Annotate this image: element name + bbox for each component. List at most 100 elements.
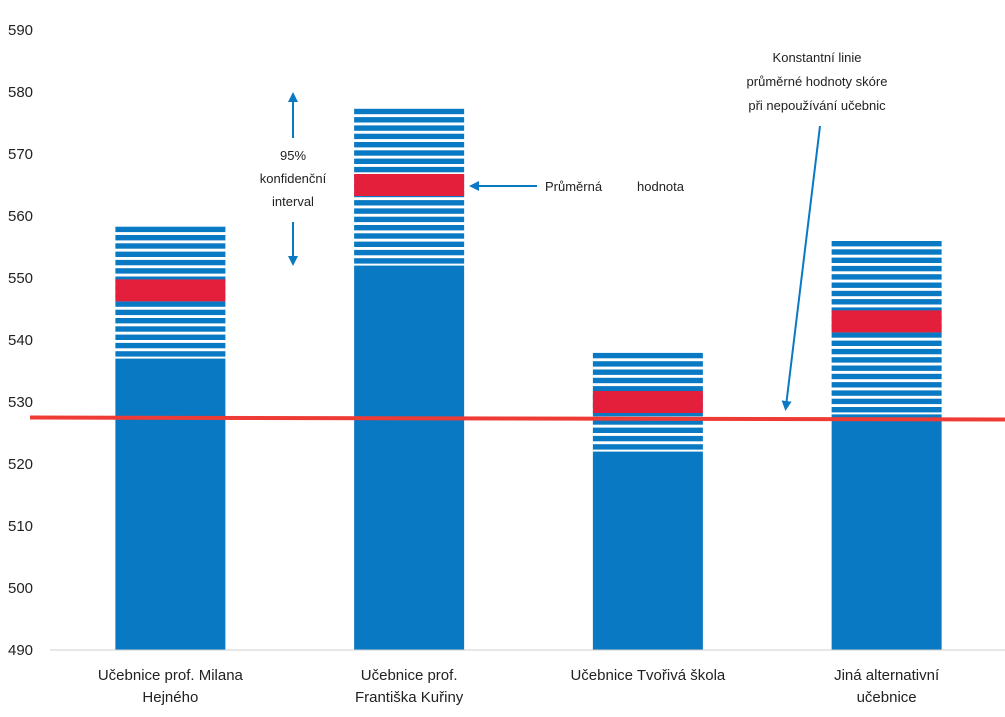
ci-stripe xyxy=(115,276,226,282)
ci-stripe xyxy=(354,125,465,131)
ci-stripe xyxy=(115,334,226,340)
ci-stripe xyxy=(831,257,942,263)
category-label: Františka Kuřiny xyxy=(355,689,464,706)
bar xyxy=(115,358,226,650)
bars-group xyxy=(115,108,942,650)
ci-stripe xyxy=(354,117,465,123)
ci-stripe xyxy=(592,427,703,433)
ci-stripe xyxy=(831,365,942,371)
ci-stripe xyxy=(831,274,942,280)
reference-label: Konstantní linie xyxy=(773,50,862,65)
ci-stripe xyxy=(115,301,226,307)
mean-band xyxy=(592,391,703,413)
ci-stripe xyxy=(831,299,942,305)
ci-stripe xyxy=(354,225,465,231)
y-tick-label: 560 xyxy=(8,208,33,225)
ci-stripe xyxy=(115,259,226,266)
category-label: Učebnice Tvořivá škola xyxy=(570,667,725,684)
ci-stripe xyxy=(115,243,226,249)
y-axis: 490 500 510 520 530 540 550 560 570 580 590 xyxy=(8,22,33,659)
reference-line-group xyxy=(29,415,1005,422)
ci-stripe xyxy=(354,249,465,256)
y-tick-label: 500 xyxy=(8,580,33,597)
bar xyxy=(354,265,465,650)
mean-band xyxy=(831,310,942,333)
ci-stripe xyxy=(592,435,703,442)
ci-stripe xyxy=(831,357,942,363)
ci-stripe xyxy=(831,332,942,338)
y-tick-label: 540 xyxy=(8,332,33,349)
bar xyxy=(592,451,703,650)
ci-stripe xyxy=(354,142,465,148)
ci-stripe xyxy=(831,249,942,255)
ci-label: interval xyxy=(272,194,314,209)
ci-stripe xyxy=(115,251,226,257)
ci-stripe xyxy=(115,318,226,324)
ci-stripe xyxy=(354,200,465,206)
ci-stripe xyxy=(592,369,703,375)
bar xyxy=(831,414,942,650)
ci-stripe xyxy=(354,216,465,223)
category-label: učebnice xyxy=(857,689,917,706)
ci-stripe xyxy=(592,352,703,359)
ci-stripe xyxy=(831,241,942,247)
ci-stripe xyxy=(831,340,942,346)
mean-band xyxy=(115,279,226,302)
ci-label: 95% xyxy=(280,148,306,163)
ci-stripe xyxy=(592,361,703,367)
ci-stripe xyxy=(354,158,465,164)
ci-stripe xyxy=(831,373,942,380)
ci-stripe xyxy=(354,133,465,140)
ci-stripe xyxy=(831,382,942,388)
reference-label: průměrné hodnoty skóre xyxy=(747,74,888,89)
ci-stripe xyxy=(115,226,226,233)
reference-line xyxy=(29,415,1005,422)
ci-stripe xyxy=(115,351,226,357)
ci-stripe xyxy=(354,208,465,214)
ci-stripe xyxy=(115,342,226,349)
ci-stripe xyxy=(592,386,703,392)
ci-stripe xyxy=(831,265,942,272)
y-tick-label: 590 xyxy=(8,22,33,39)
ci-stripe xyxy=(592,377,703,384)
category-label: Učebnice prof. Milana xyxy=(98,667,244,684)
y-tick-label: 550 xyxy=(8,270,33,287)
ci-stripe xyxy=(592,419,703,425)
ci-stripe xyxy=(592,444,703,450)
reference-arrow xyxy=(781,125,821,411)
ci-stripes xyxy=(831,241,942,413)
annotations-group: 95% konfidenční interval Průměrná hodnota Kon… xyxy=(260,50,888,411)
ci-stripe xyxy=(115,235,226,241)
category-label: Hejného xyxy=(142,689,198,706)
ci-stripe xyxy=(831,390,942,396)
ci-stripe xyxy=(831,407,942,413)
ci-stripe xyxy=(354,258,465,264)
ci-stripe xyxy=(354,241,465,247)
ci-stripe xyxy=(354,108,465,115)
ci-stripe xyxy=(831,398,942,405)
y-tick-label: 520 xyxy=(8,456,33,473)
mean-band xyxy=(354,174,465,196)
ci-stripe xyxy=(831,348,942,355)
ci-stripe xyxy=(115,326,226,332)
ci-stripe xyxy=(592,411,703,417)
ci-stripe xyxy=(354,150,465,156)
ci-label: konfidenční xyxy=(260,171,327,186)
x-axis: Učebnice prof. Milana Hejného Učebnice pro… xyxy=(50,649,1005,706)
category-label: Učebnice prof. xyxy=(361,667,458,684)
ci-stripe xyxy=(115,309,226,316)
y-tick-label: 530 xyxy=(8,394,33,411)
ci-stripe xyxy=(354,233,465,239)
category-label: Jiná alternativní xyxy=(834,667,940,684)
y-tick-label: 490 xyxy=(8,642,33,659)
reference-label: při nepoužívání učebnic xyxy=(748,98,886,113)
y-tick-label: 580 xyxy=(8,84,33,101)
ci-stripe xyxy=(115,268,226,274)
ci-stripe xyxy=(831,307,942,313)
ci-stripe xyxy=(354,166,465,173)
mean-label: Průměrná xyxy=(545,179,603,194)
y-tick-label: 570 xyxy=(8,146,33,163)
ci-stripe xyxy=(831,282,942,288)
